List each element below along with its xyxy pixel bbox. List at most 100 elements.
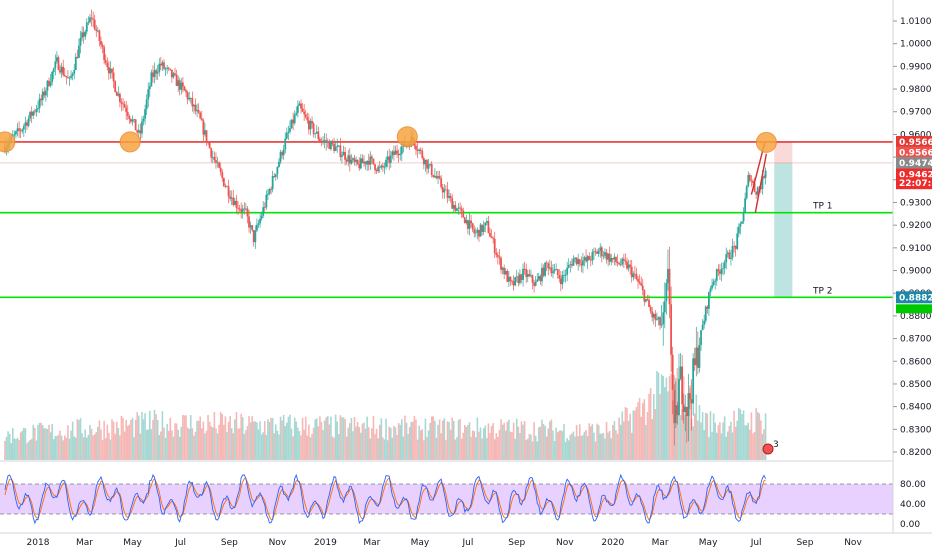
volume-bar — [701, 412, 704, 460]
volume-bar — [652, 394, 655, 460]
time-tick-label: Mar — [652, 538, 669, 548]
volume-bar — [89, 424, 91, 460]
volume-bar — [577, 436, 579, 460]
candle-body — [48, 80, 50, 86]
candle-body — [295, 112, 298, 115]
volume-bar — [564, 441, 567, 460]
volume-bar — [145, 429, 148, 460]
candle-body — [388, 156, 391, 163]
volume-bar — [71, 421, 74, 460]
candle-body — [331, 141, 334, 144]
candle-body — [701, 324, 704, 331]
candle-body — [369, 156, 372, 165]
volume-bar — [137, 415, 140, 460]
candle-body — [728, 252, 731, 259]
volume-bar — [608, 430, 611, 460]
candle-body — [473, 229, 476, 234]
candle-body — [30, 111, 33, 116]
volume-bar — [388, 426, 390, 460]
candle-body — [67, 77, 69, 79]
candle-body — [281, 152, 284, 156]
volume-bar — [315, 418, 318, 460]
volume-bar — [4, 440, 6, 460]
volume-bar — [753, 431, 756, 460]
candle-body — [205, 130, 208, 143]
candle-body — [155, 70, 158, 74]
price-tag-label: 0.95662 — [899, 149, 932, 159]
candle-body — [393, 151, 395, 155]
candle-body — [229, 196, 232, 199]
candle-body — [485, 221, 488, 223]
volume-bar — [481, 438, 483, 460]
candle-body — [748, 174, 751, 181]
volume-bar — [413, 415, 416, 460]
candle-body — [600, 247, 603, 257]
volume-bar — [186, 427, 189, 460]
volume-bars — [4, 368, 767, 460]
candle-body — [522, 268, 524, 280]
candle-body — [451, 198, 454, 209]
volume-bar — [98, 420, 101, 460]
volume-bar — [394, 427, 397, 460]
candle-body — [301, 108, 304, 112]
volume-bar — [719, 422, 721, 460]
volume-bar — [167, 430, 170, 460]
time-axis[interactable]: 2018 Mar May Jul Sep Nov 2019 Mar May Jul Sep Nov 20… — [0, 532, 932, 548]
candle-body — [18, 128, 21, 131]
candle-body — [348, 155, 351, 164]
volume-bar — [730, 421, 732, 460]
volume-bar — [207, 414, 209, 460]
volume-bar — [538, 427, 540, 460]
volume-bar — [460, 438, 463, 460]
candle-body — [125, 107, 128, 113]
candle-body — [246, 208, 249, 217]
candle-body — [530, 275, 532, 277]
volume-bar — [539, 426, 542, 460]
volume-bar — [24, 428, 27, 460]
volume-bar — [363, 422, 365, 460]
candle-body — [674, 405, 677, 424]
candle-body — [103, 47, 106, 61]
candle-body — [602, 255, 605, 257]
volume-bar — [339, 415, 342, 460]
volume-bar — [7, 431, 9, 460]
volume-bar — [276, 430, 279, 460]
volume-bar — [141, 412, 143, 460]
volume-bar — [312, 427, 315, 460]
candle-body — [572, 258, 575, 266]
event-badge[interactable] — [762, 443, 774, 455]
candle-body — [170, 69, 173, 78]
volume-bar — [452, 420, 455, 460]
volume-bar — [407, 434, 409, 460]
touch-marker — [396, 126, 418, 148]
volume-bar — [30, 438, 33, 460]
candle-body — [715, 269, 718, 281]
volume-bar — [19, 432, 22, 460]
volume-bar — [708, 437, 710, 460]
volume-bar — [706, 413, 709, 460]
volume-bar — [582, 435, 584, 460]
volume-bar — [320, 421, 323, 460]
volume-bar — [567, 440, 570, 460]
volume-bar — [349, 423, 351, 460]
volume-bar — [171, 430, 173, 460]
volume-bar — [177, 429, 179, 460]
candle-body — [109, 68, 112, 74]
volume-bar — [111, 419, 113, 460]
volume-bar — [202, 421, 205, 460]
candlestick-series — [4, 9, 767, 446]
volume-bar — [23, 427, 25, 460]
volume-bar — [591, 424, 594, 460]
candle-body — [233, 200, 236, 205]
volume-bar — [106, 424, 109, 460]
candle-body — [493, 238, 496, 254]
volume-bar — [262, 432, 265, 460]
volume-bar — [32, 424, 35, 460]
volume-bar — [534, 435, 537, 460]
candle-body — [207, 142, 209, 144]
volume-bar — [626, 407, 628, 460]
candle-body — [618, 263, 621, 265]
candle-body — [747, 174, 750, 187]
